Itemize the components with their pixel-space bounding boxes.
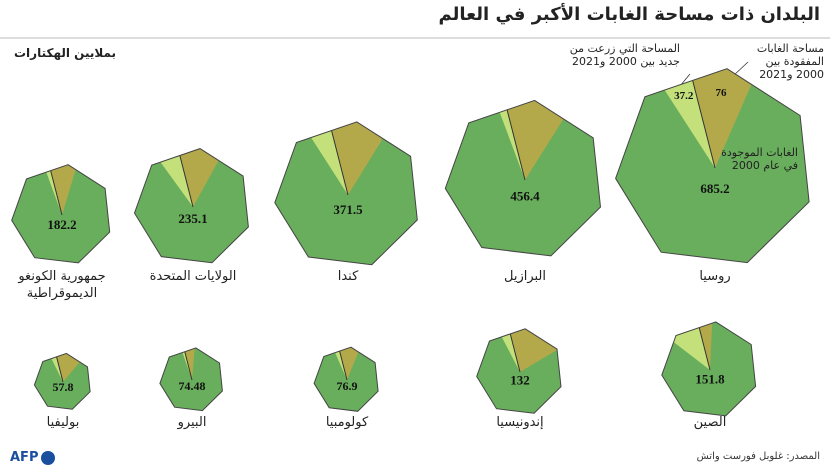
divider [48, 165, 63, 216]
value-label: 456.4 [510, 189, 540, 204]
divider [689, 71, 716, 169]
country-shape: 685.2 76 37.2 [615, 68, 810, 264]
outline [615, 68, 810, 264]
country-shape: 132 [476, 328, 562, 414]
country-shape: 235.1 [133, 148, 249, 264]
category-label: البيرو [177, 415, 207, 430]
category-label: الولايات المتحدة [149, 269, 237, 284]
divider [504, 102, 526, 181]
outline [661, 321, 757, 417]
value-label: 235.1 [178, 211, 207, 226]
country-shape: 76.9 [313, 346, 379, 412]
value-label: 57.8 [53, 380, 74, 394]
country-shape: 151.8 [661, 321, 757, 417]
category-label: كندا [337, 269, 359, 284]
value-label: 151.8 [695, 372, 725, 387]
country-shape: 182.2 [11, 164, 111, 264]
lost-forest [686, 321, 715, 370]
divider [55, 354, 64, 383]
outline [33, 352, 91, 410]
lost-forest [176, 347, 198, 380]
divider [183, 348, 193, 381]
outline [313, 346, 379, 412]
divider [329, 123, 349, 196]
category-label: كولومبيا [325, 415, 369, 430]
outline [274, 121, 418, 266]
lost-forest [311, 121, 418, 195]
value-label: 76.9 [337, 379, 358, 393]
country-shape: 456.4 [444, 99, 602, 257]
outline [159, 347, 223, 412]
value-label: 182.2 [47, 217, 76, 232]
source: المصدر: غلوبل فورست واتش [696, 451, 820, 462]
logo: AFP [10, 450, 39, 465]
chart-title: البلدان ذات مساحة الغابات الأكبر في العا… [438, 4, 820, 25]
value-label: 74.48 [179, 379, 206, 393]
outline [11, 164, 111, 264]
existing-forest [314, 347, 379, 412]
value-label: 76 [716, 87, 728, 99]
value-label: 371.5 [333, 202, 363, 217]
country-shape: 371.5 [274, 121, 418, 266]
category-label: البرازيل [503, 269, 547, 284]
existing-forest [615, 68, 810, 263]
category-label: الصين [693, 415, 727, 430]
category-label: بوليفيا [46, 415, 80, 430]
value-label: 132 [510, 373, 530, 388]
existing-forest [445, 100, 601, 256]
outline [476, 328, 562, 414]
existing-forest [11, 164, 110, 263]
existing-forest [159, 347, 223, 411]
divider [177, 149, 194, 208]
value-label: 685.2 [700, 181, 729, 196]
existing-forest [274, 121, 418, 265]
country-shape: 57.8 [33, 352, 91, 410]
divider [697, 322, 711, 371]
lost-forest [498, 328, 561, 372]
lost-forest [485, 100, 601, 180]
category-label: إندونيسيا [496, 415, 544, 430]
existing-forest [134, 148, 249, 263]
value-label: 37.2 [674, 90, 694, 102]
unit-label: بملايين الهكتارات [14, 46, 117, 60]
logo-dot [41, 451, 55, 465]
category-label: جمهورية الكونغو الديموقراطية [18, 269, 106, 301]
lost-forest [48, 353, 91, 382]
legend-lost: مساحة الغابات المفقودة بين 2000 و2021 [756, 42, 824, 81]
divider [508, 329, 521, 373]
legend-gain: المساحة التي زرعت من جديد بين 2000 و2021 [569, 42, 680, 68]
outline [133, 148, 249, 264]
country-shape: 74.48 [159, 347, 223, 412]
outline [444, 99, 602, 257]
legend-existing: الغابات الموجودة في عام 2000 [721, 146, 798, 172]
existing-forest [34, 353, 91, 410]
divider [338, 347, 348, 381]
category-label: روسيا [699, 269, 731, 284]
